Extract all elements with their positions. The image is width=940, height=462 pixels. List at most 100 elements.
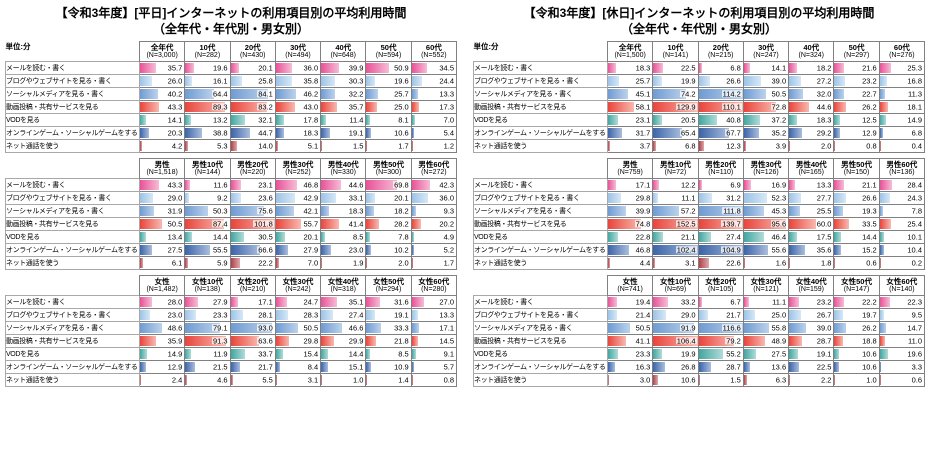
value-cell: 5.4	[410, 125, 458, 140]
value-cell: 14.9	[138, 346, 186, 361]
value-bar	[366, 361, 372, 372]
value-bar	[321, 374, 323, 385]
value-bar	[366, 348, 371, 359]
value-bar	[743, 374, 747, 385]
value-bar	[321, 309, 334, 320]
value-bar	[608, 244, 629, 255]
value-cell: 22.2	[229, 255, 276, 270]
value-cell: 42.3	[410, 177, 458, 192]
value-text: 16.9	[770, 179, 788, 189]
column-header: 40代 (N=648)	[320, 40, 367, 62]
value-bar	[879, 348, 889, 359]
value-text: 28.0	[166, 296, 184, 306]
column-header: 全年代 (N=3,000)	[138, 40, 186, 62]
value-cell: 35.1	[320, 294, 367, 309]
value-cell: 17.5	[788, 229, 835, 244]
column-header-label: 女性40代	[327, 276, 359, 286]
value-text: 2.2	[819, 374, 833, 384]
value-text: 87.4	[211, 218, 229, 228]
value-text: 57.2	[679, 205, 697, 215]
value-bar	[185, 218, 224, 229]
value-bar	[230, 127, 251, 138]
value-cell: 33.5	[833, 216, 880, 231]
value-bar	[321, 231, 325, 242]
value-bar	[743, 322, 769, 333]
table-row: ソーシャルメディアを見る・書く 45.1 74.2 114.2 50.5 32.0 22.7…	[473, 86, 926, 101]
value-text: 91.9	[679, 322, 697, 332]
value-bar	[698, 179, 702, 190]
value-bar	[321, 257, 323, 268]
value-bar	[275, 244, 289, 255]
value-text: 0.6	[865, 257, 878, 267]
value-cell: 5.2	[410, 242, 458, 257]
column-header-label: 20代	[712, 42, 729, 52]
value-bar	[789, 114, 798, 125]
value-cell: 26.2	[833, 320, 880, 335]
value-cell: 10.1	[878, 229, 926, 244]
value-text: 10.9	[393, 361, 410, 371]
value-bar	[608, 75, 620, 86]
value-bar	[321, 348, 328, 359]
header-row: 男性 (N=1,518) 男性10代 (N=144) 男性20代 (N=220) 男性30代…	[6, 157, 458, 179]
value-bar	[185, 127, 203, 138]
value-text: 67.7	[725, 127, 742, 137]
tables-container: 【令和3年度】[平日]インターネットの利用項目別の平均利用時間 （全年代・年代別…	[5, 6, 926, 387]
row-label: ブログやウェブサイトを見る・書く	[473, 190, 608, 205]
value-cell: 6.1	[138, 255, 186, 270]
value-bar	[321, 218, 340, 229]
value-text: 14.9	[166, 348, 184, 358]
value-bar	[698, 140, 704, 151]
value-cell: 11.6	[184, 177, 231, 192]
table-row: ソーシャルメディアを見る・書く 48.6 79.1 93.0 50.5 46.6 33.3 1…	[5, 320, 458, 335]
value-bar	[411, 374, 413, 385]
column-header-n: (N=430)	[239, 51, 266, 59]
value-bar	[743, 257, 745, 268]
value-bar	[411, 114, 415, 125]
value-cell: 1.5	[320, 138, 367, 153]
value-text: 74.8	[634, 218, 652, 228]
value-cell: 29.8	[606, 190, 654, 205]
value-bar	[411, 127, 415, 138]
value-cell: 21.5	[184, 359, 231, 374]
value-cell: 35.7	[138, 60, 186, 75]
value-bar	[321, 205, 330, 216]
value-text: 3.9	[774, 140, 788, 150]
column-header-label: 女性30代	[282, 276, 314, 286]
value-cell: 13.6	[742, 359, 790, 374]
value-cell: 44.6	[788, 99, 835, 114]
row-label: メールを読む・書く	[5, 60, 140, 75]
value-bar	[411, 348, 416, 359]
value-bar	[185, 179, 191, 190]
value-cell: 28.4	[878, 177, 926, 192]
column-header-label: 50代	[848, 42, 865, 52]
column-header-n: (N=741)	[617, 285, 643, 293]
value-text: 9.2	[216, 192, 229, 202]
value-bar	[879, 114, 887, 125]
value-bar	[321, 244, 332, 255]
column-header: 男性50代 (N=300)	[365, 157, 412, 179]
value-cell: 2.4	[138, 372, 186, 387]
value-text: 6.1	[170, 257, 184, 267]
value-text: 8.5	[397, 348, 410, 358]
value-cell: 4.2	[138, 138, 186, 153]
value-cell: 1.4	[365, 372, 412, 387]
value-bar	[743, 348, 757, 359]
value-cell: 12.9	[138, 359, 186, 374]
value-text: 1.7	[397, 140, 410, 150]
value-cell: 25.0	[365, 99, 412, 114]
row-label: ソーシャルメディアを見る・書く	[5, 86, 140, 101]
value-bar	[275, 309, 289, 320]
value-cell: 83.2	[229, 99, 276, 114]
value-cell: 45.3	[742, 203, 790, 218]
value-bar	[321, 62, 339, 73]
value-bar	[789, 348, 798, 359]
value-cell: 50.5	[274, 320, 322, 335]
value-bar	[275, 88, 297, 99]
value-cell: 12.2	[652, 177, 699, 192]
value-cell: 19.6	[878, 346, 926, 361]
value-cell: 33.2	[652, 294, 699, 309]
value-text: 3.7	[638, 140, 652, 150]
value-text: 6.7	[729, 296, 742, 306]
value-bar	[185, 244, 210, 255]
column-header-n: (N=220)	[239, 168, 266, 176]
